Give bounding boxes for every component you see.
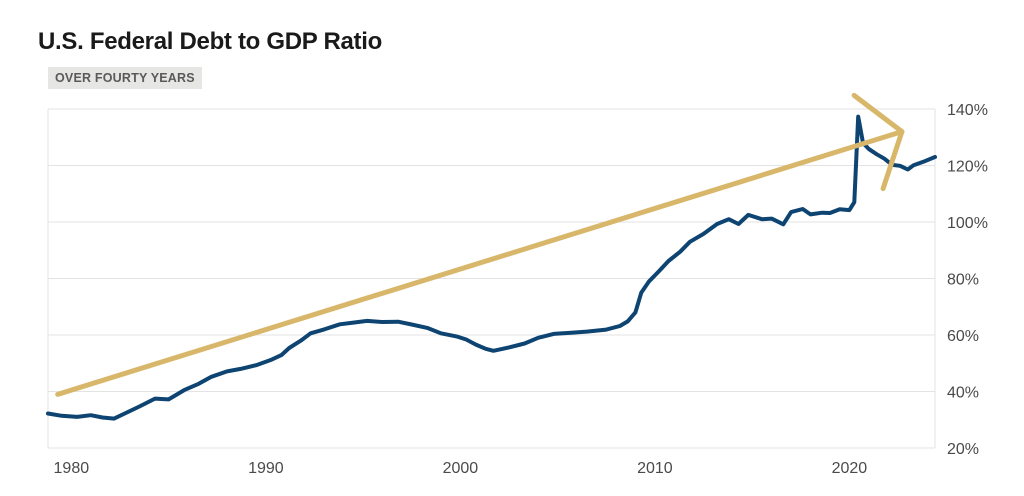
y-tick-label-60: 60% xyxy=(947,328,979,345)
chart-title: U.S. Federal Debt to GDP Ratio xyxy=(38,28,382,55)
y-axis-ticks: 20% 40% 60% 80% 100% 120% 140% xyxy=(947,102,988,458)
x-tick-label-2020: 2020 xyxy=(832,460,868,477)
trend-arrow-shaft xyxy=(55,129,905,397)
series-layer xyxy=(46,114,937,421)
trend-arrow-head xyxy=(851,92,905,192)
x-tick-label-1980: 1980 xyxy=(54,460,90,477)
series-line-0 xyxy=(46,114,937,421)
grid-lines xyxy=(48,108,935,449)
chart-subtitle: OVER FOURTY YEARS xyxy=(48,67,202,89)
x-tick-label-2000: 2000 xyxy=(443,460,479,477)
y-tick-label-140: 140% xyxy=(947,102,988,119)
y-tick-label-80: 80% xyxy=(947,272,979,289)
y-tick-label-40: 40% xyxy=(947,385,979,402)
y-tick-label-120: 120% xyxy=(947,159,988,176)
trend-arrow xyxy=(55,92,905,397)
y-tick-label-100: 100% xyxy=(947,215,988,232)
plot-frame xyxy=(47,109,936,448)
x-tick-label-1990: 1990 xyxy=(248,460,284,477)
y-tick-label-20: 20% xyxy=(947,441,979,458)
x-axis-ticks: 1980 1990 2000 2010 2020 xyxy=(54,460,868,477)
x-tick-label-2010: 2010 xyxy=(637,460,673,477)
